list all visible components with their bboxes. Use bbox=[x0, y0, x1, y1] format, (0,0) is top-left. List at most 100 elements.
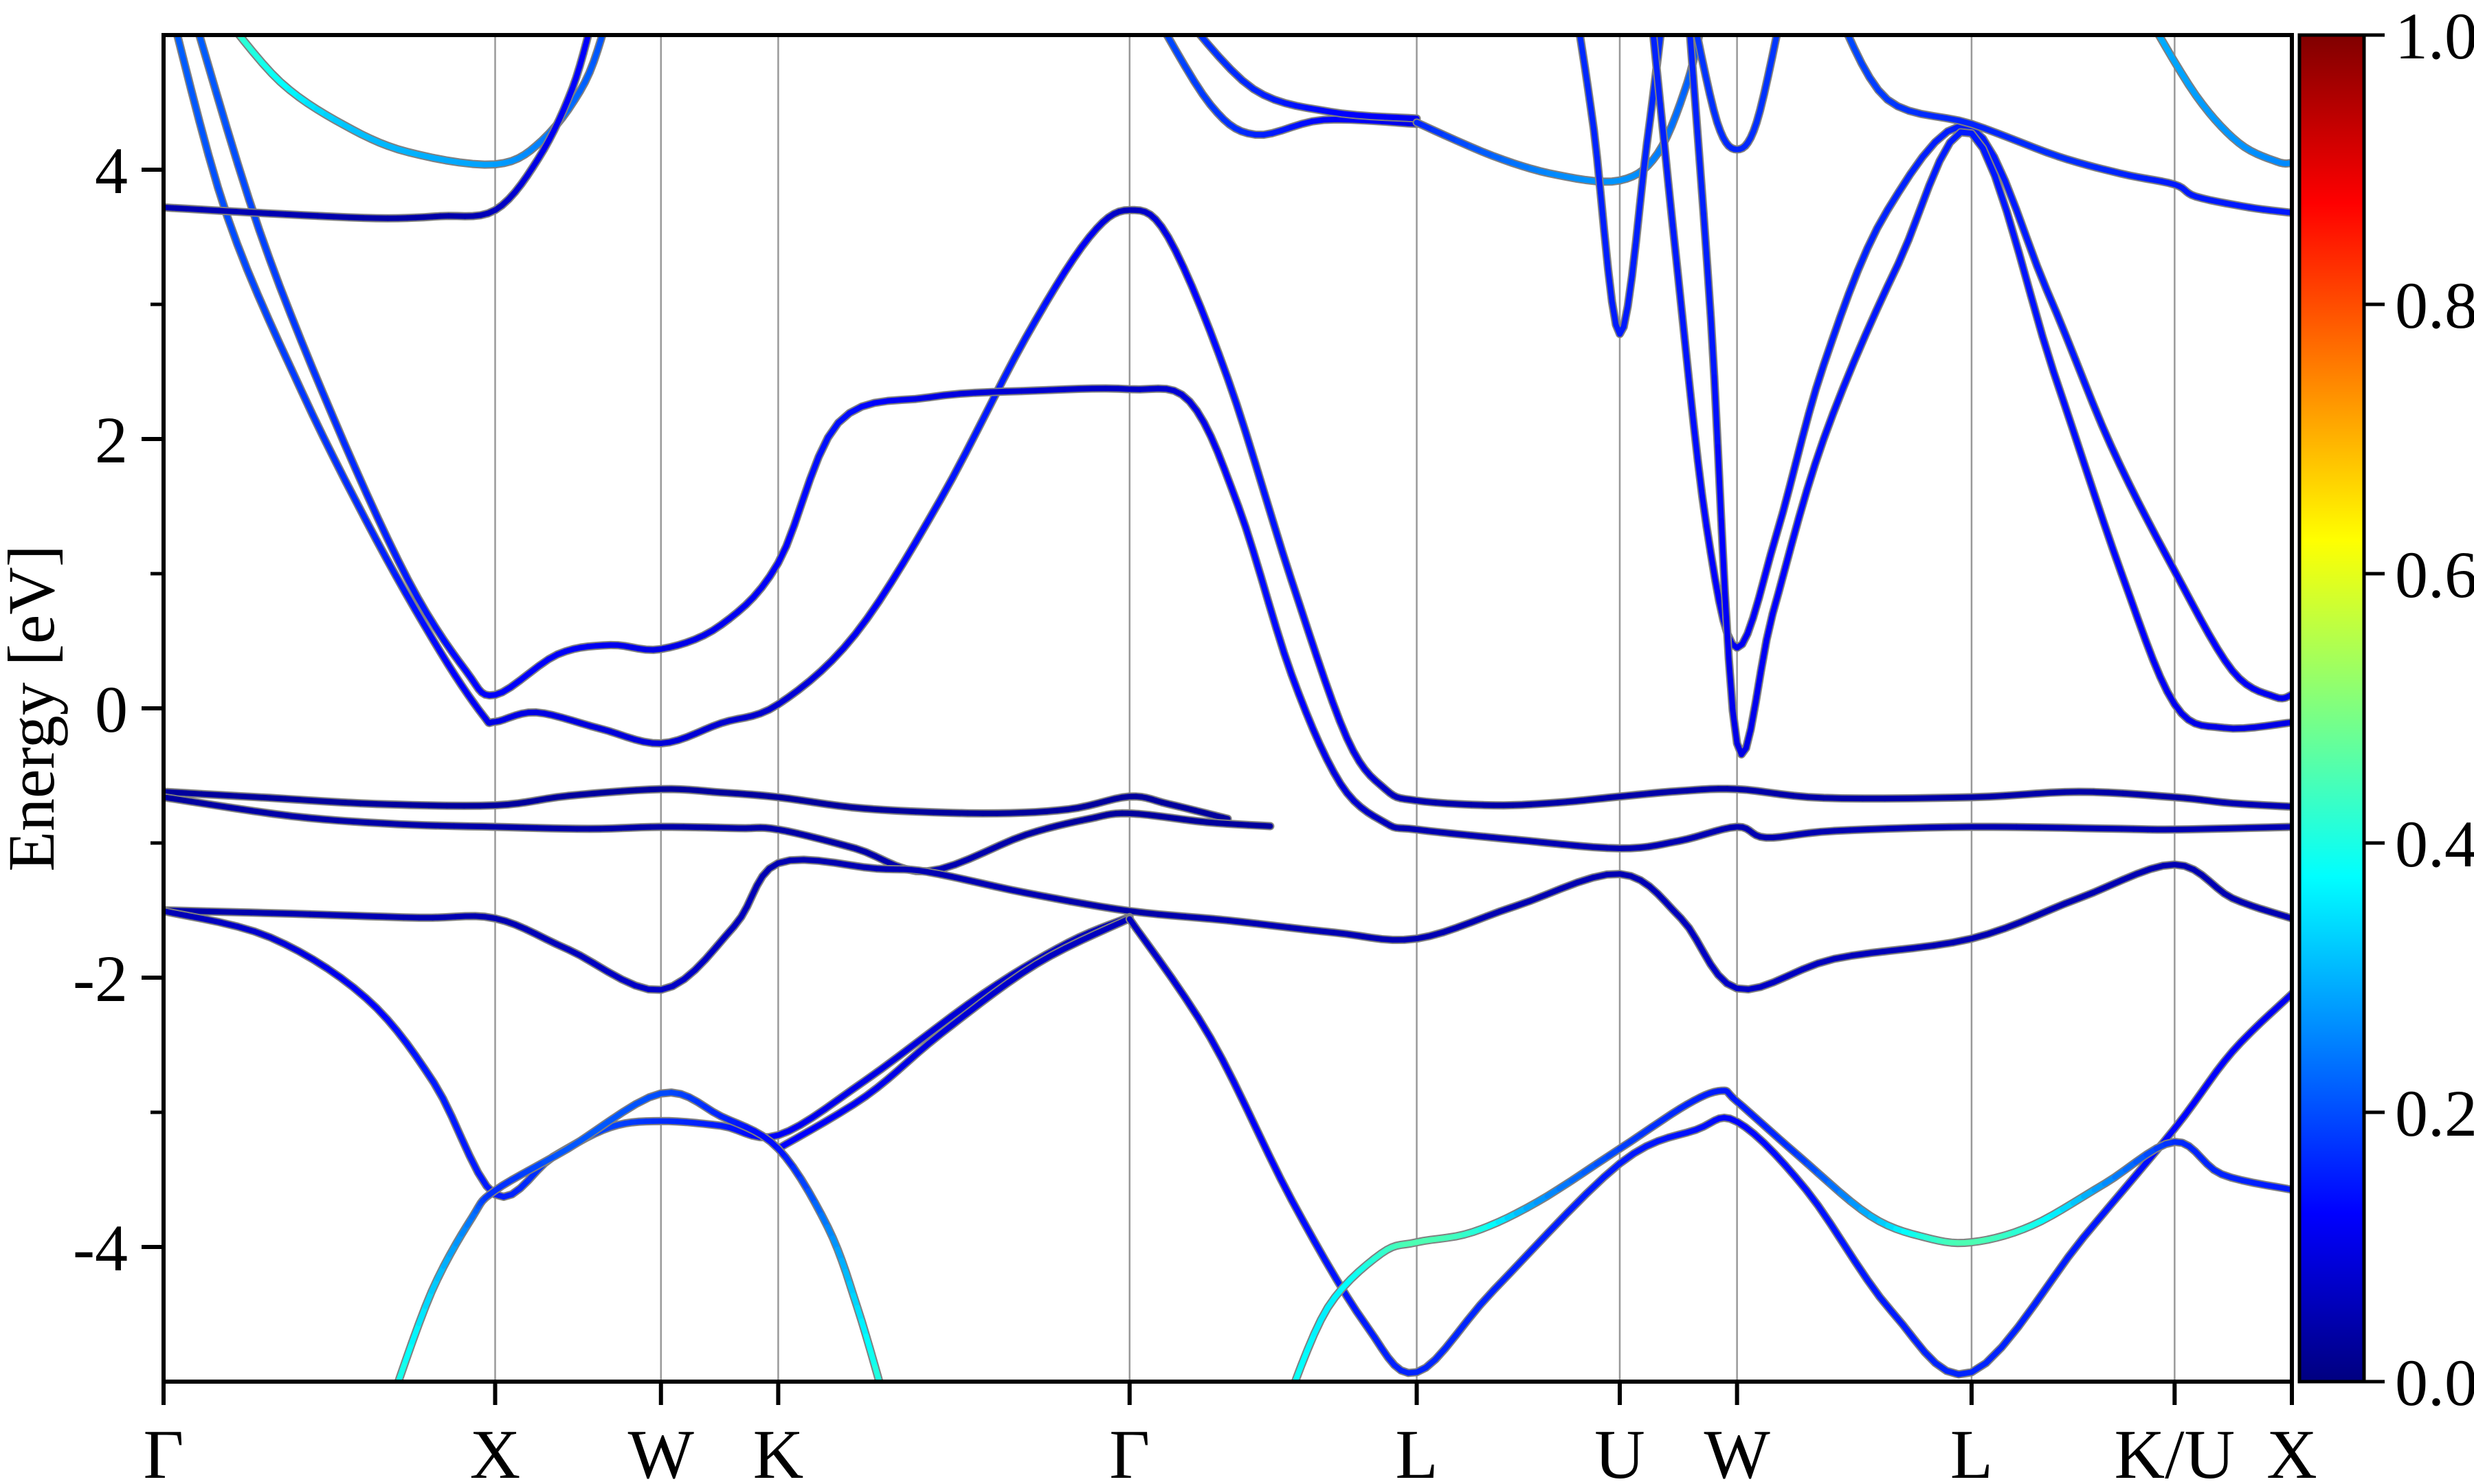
band-segment bbox=[1776, 564, 1788, 594]
band-segment bbox=[1985, 925, 2008, 937]
band-segment bbox=[1591, 126, 1600, 160]
band-segment bbox=[1782, 539, 1795, 570]
band-segment bbox=[2037, 824, 2066, 831]
band-segment bbox=[1851, 333, 1868, 365]
band-segment bbox=[1280, 550, 1295, 583]
band-segment bbox=[1895, 171, 1913, 196]
band-segment bbox=[2063, 333, 2078, 363]
band-segment bbox=[816, 434, 831, 460]
band-segment bbox=[2109, 1184, 2129, 1206]
band-segment bbox=[199, 916, 223, 925]
band-outline bbox=[159, 10, 598, 223]
band-segment bbox=[287, 311, 304, 344]
band-segment bbox=[467, 1153, 481, 1176]
band-segment bbox=[1221, 466, 1234, 491]
band-outline bbox=[1125, 914, 2296, 1379]
band-segment bbox=[1298, 1347, 1311, 1369]
band-segment bbox=[900, 539, 919, 565]
band-segment bbox=[1258, 574, 1272, 607]
band-segment bbox=[310, 956, 331, 971]
band-segment bbox=[1774, 509, 1786, 537]
cbar-label-4: 0.8 bbox=[2395, 269, 2474, 342]
ktick-label-3: K bbox=[753, 1416, 804, 1484]
band-segment bbox=[267, 256, 283, 290]
band-segment bbox=[1134, 926, 1150, 946]
band-segment bbox=[2080, 1217, 2101, 1241]
band-segment bbox=[1761, 552, 1774, 580]
band-segment bbox=[1813, 362, 1827, 392]
band-segment bbox=[2061, 400, 2077, 437]
band-segment bbox=[1907, 154, 1926, 177]
band-segment bbox=[320, 434, 337, 462]
band-segment bbox=[1195, 1015, 1214, 1042]
band-segment bbox=[1761, 74, 1771, 98]
band-segment bbox=[2123, 1169, 2142, 1191]
band-segment bbox=[216, 207, 240, 215]
band-segment bbox=[1906, 210, 1922, 243]
band-segment bbox=[1609, 299, 1619, 328]
band-segment bbox=[2044, 288, 2060, 317]
band-segment bbox=[1765, 55, 1775, 80]
band-segment bbox=[2024, 235, 2040, 269]
band-segment bbox=[1559, 879, 1581, 892]
band-segment bbox=[1888, 945, 1916, 954]
band-segment bbox=[1616, 1151, 1637, 1167]
band-segment bbox=[342, 477, 359, 504]
band-segment bbox=[1047, 945, 1069, 959]
band-segment bbox=[2002, 919, 2023, 932]
band-segment bbox=[1862, 308, 1880, 339]
ktick-label-4: Γ bbox=[1109, 1416, 1150, 1484]
band-segment bbox=[1827, 1220, 1845, 1245]
axis-ticks bbox=[142, 168, 2294, 1405]
band-segment bbox=[342, 441, 359, 472]
band-segment bbox=[2161, 1125, 2178, 1145]
band-segment bbox=[424, 610, 438, 631]
ytick-label-4: 4 bbox=[95, 134, 128, 207]
band-segment bbox=[1911, 1336, 1928, 1355]
cbar-label-2: 0.4 bbox=[2395, 807, 2474, 881]
band-segment bbox=[1207, 327, 1222, 357]
band-segment bbox=[2126, 482, 2141, 506]
band-segment bbox=[1804, 461, 1818, 493]
band-segment bbox=[1219, 1057, 1237, 1086]
band-segment bbox=[825, 420, 841, 440]
band-segment bbox=[1792, 436, 1805, 467]
band-segment bbox=[1815, 956, 1838, 967]
band-segment bbox=[395, 558, 412, 583]
band-segment bbox=[1847, 827, 1871, 833]
band-segment bbox=[1144, 940, 1162, 963]
ktick-label-2: W bbox=[628, 1416, 695, 1484]
band-segment bbox=[1812, 436, 1827, 467]
band-segment bbox=[2082, 462, 2097, 497]
band-segment bbox=[2082, 825, 2108, 832]
band-segment bbox=[1750, 596, 1762, 621]
colorbar-ticks bbox=[2364, 33, 2385, 1384]
band-segment bbox=[852, 616, 870, 638]
band-segment bbox=[234, 793, 257, 800]
band-segment bbox=[196, 32, 210, 65]
band-segment bbox=[807, 453, 822, 482]
band-segment bbox=[1839, 1239, 1858, 1264]
band-segment bbox=[1601, 228, 1611, 272]
band-segment bbox=[1322, 677, 1336, 705]
band-segment bbox=[1980, 145, 1998, 179]
band-segment bbox=[174, 30, 186, 62]
band-segment bbox=[421, 621, 436, 642]
band-segment bbox=[1864, 1277, 1883, 1300]
band-segment bbox=[1637, 167, 1647, 207]
band-segment bbox=[1582, 65, 1591, 90]
band-segment bbox=[1949, 794, 1974, 800]
ytick-label-2: 2 bbox=[95, 403, 128, 477]
ktick-label-9: K/U bbox=[2115, 1416, 2236, 1484]
band-segment bbox=[1900, 1322, 1917, 1342]
band-segment bbox=[930, 1013, 954, 1033]
band-segment bbox=[1758, 637, 1770, 673]
band-w2-l2-peak-1 bbox=[1647, 10, 2296, 703]
band-cb-steep-1 bbox=[168, 10, 2296, 811]
band-segment bbox=[840, 631, 858, 651]
band-segment bbox=[1864, 225, 1880, 251]
band-segment bbox=[414, 594, 430, 616]
band-segment bbox=[1000, 355, 1018, 383]
band-segment bbox=[1796, 487, 1810, 519]
band-segment bbox=[878, 1053, 901, 1072]
